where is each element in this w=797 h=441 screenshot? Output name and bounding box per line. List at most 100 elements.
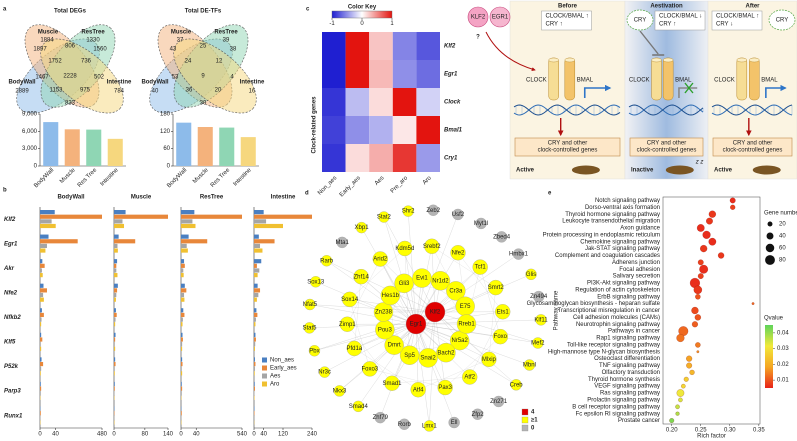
- node-label: Nkx3: [333, 389, 347, 395]
- key-tick-label: 0: [360, 21, 364, 27]
- bar: [86, 129, 102, 166]
- x-tick-label: 540: [237, 432, 248, 438]
- bar: [40, 259, 43, 264]
- output-box: [514, 137, 621, 157]
- size-key-label: 80: [779, 258, 786, 264]
- network-node: [405, 313, 427, 335]
- dot: [708, 237, 717, 246]
- color-tick-label: 0.01: [777, 378, 789, 384]
- edge: [415, 323, 538, 344]
- bar: [254, 248, 263, 253]
- cry-label: CRY: [776, 18, 789, 24]
- output-box: [629, 137, 704, 157]
- node-label: Foxo3: [361, 366, 378, 372]
- heat-cell: [392, 88, 417, 116]
- bar: [114, 288, 118, 293]
- node-label: Bach2: [437, 350, 455, 356]
- sea-cucumber: [665, 165, 694, 175]
- tf-arrow: [485, 31, 536, 72]
- legend-label: Early_aes: [270, 366, 297, 372]
- heat-cell: [322, 60, 346, 88]
- bar: [40, 346, 42, 351]
- venn-set-label: BodyWall: [141, 80, 168, 86]
- bar: [40, 337, 43, 342]
- tf-label: KLF2: [471, 15, 486, 21]
- edge: [457, 252, 503, 312]
- protein: [662, 57, 674, 101]
- bar: [114, 283, 118, 288]
- size-key: [766, 232, 774, 240]
- block-mark: [684, 82, 694, 94]
- dot: [697, 259, 704, 266]
- pathway-label: TNF signaling pathway: [599, 363, 660, 369]
- edge: [469, 311, 503, 378]
- dna-strand: [711, 104, 793, 116]
- dot: [695, 294, 701, 300]
- node-label: Lmx1: [422, 424, 437, 430]
- network-node: [304, 298, 316, 311]
- bar: [107, 138, 123, 166]
- y-tick-label: 0: [34, 164, 38, 170]
- dot: [669, 418, 675, 423]
- bar: [254, 357, 255, 362]
- bar: [181, 346, 183, 351]
- bar: [254, 381, 255, 387]
- edge: [309, 304, 436, 313]
- color-tick-label: 0.04: [777, 330, 789, 336]
- bar: [181, 273, 184, 278]
- gene-label: Parp3: [4, 389, 21, 395]
- bar: [40, 243, 47, 249]
- network-node: [423, 420, 435, 432]
- node-label: Pax3: [438, 385, 452, 391]
- node-label: Rarb: [320, 258, 334, 264]
- row-title: Clock-related genes: [312, 96, 318, 154]
- x-tick-label: 240: [307, 432, 318, 438]
- dna-strand: [711, 104, 793, 116]
- dot: [699, 264, 709, 274]
- network-node: [394, 273, 414, 293]
- venn-count: 40: [152, 89, 159, 95]
- bar: [181, 357, 183, 362]
- network-node: [333, 385, 346, 397]
- bar: [114, 371, 115, 376]
- bar: [254, 243, 261, 249]
- dot: [676, 389, 685, 397]
- node-label: Klf2: [430, 310, 441, 316]
- node-label: Zn271: [490, 399, 508, 405]
- dot: [706, 217, 713, 225]
- output-text: CRY and other: [733, 141, 772, 147]
- transcription-arrow: [678, 87, 698, 98]
- cry-label: CRY: [634, 18, 647, 24]
- column-label: Pre_aro: [390, 175, 410, 195]
- bar: [254, 283, 258, 288]
- pathway-label: Dorso-ventral axis formation: [585, 205, 660, 211]
- size-key-label: 20: [779, 222, 786, 228]
- node-label: Kdm5d: [395, 246, 414, 252]
- legend-label: ≥1: [531, 418, 538, 424]
- pathway-label: Focal adhesion: [619, 267, 660, 273]
- node-label: Foxo: [494, 334, 508, 340]
- dot: [681, 383, 686, 389]
- protein-top: [651, 57, 662, 63]
- venn-count: 1884: [40, 38, 54, 44]
- network-node: [353, 269, 369, 285]
- node-label: Nfe2: [452, 250, 465, 256]
- protein: [651, 57, 662, 101]
- network-node: [481, 351, 497, 367]
- venn-set-label: ResTree: [81, 30, 105, 36]
- row-label: Klf2: [444, 44, 456, 50]
- sleep-label: z z: [695, 160, 704, 166]
- bar: [181, 297, 185, 302]
- pathway-label: Protein processing in endoplasmic reticu…: [543, 232, 660, 238]
- pathway-label: Rap1 signaling pathway: [596, 336, 660, 342]
- bar: [254, 317, 256, 322]
- column-label: Non_aes: [317, 175, 338, 196]
- edge: [383, 216, 436, 313]
- edge: [358, 323, 417, 407]
- column-label: Aes: [374, 175, 386, 187]
- venn-count: 2228: [63, 74, 77, 80]
- bar: [40, 234, 49, 239]
- dot: [702, 230, 711, 239]
- pathway-label: Transcriptional misregulation in cancer: [558, 308, 661, 314]
- pathway-label: Osteoclast differentiation: [594, 356, 660, 362]
